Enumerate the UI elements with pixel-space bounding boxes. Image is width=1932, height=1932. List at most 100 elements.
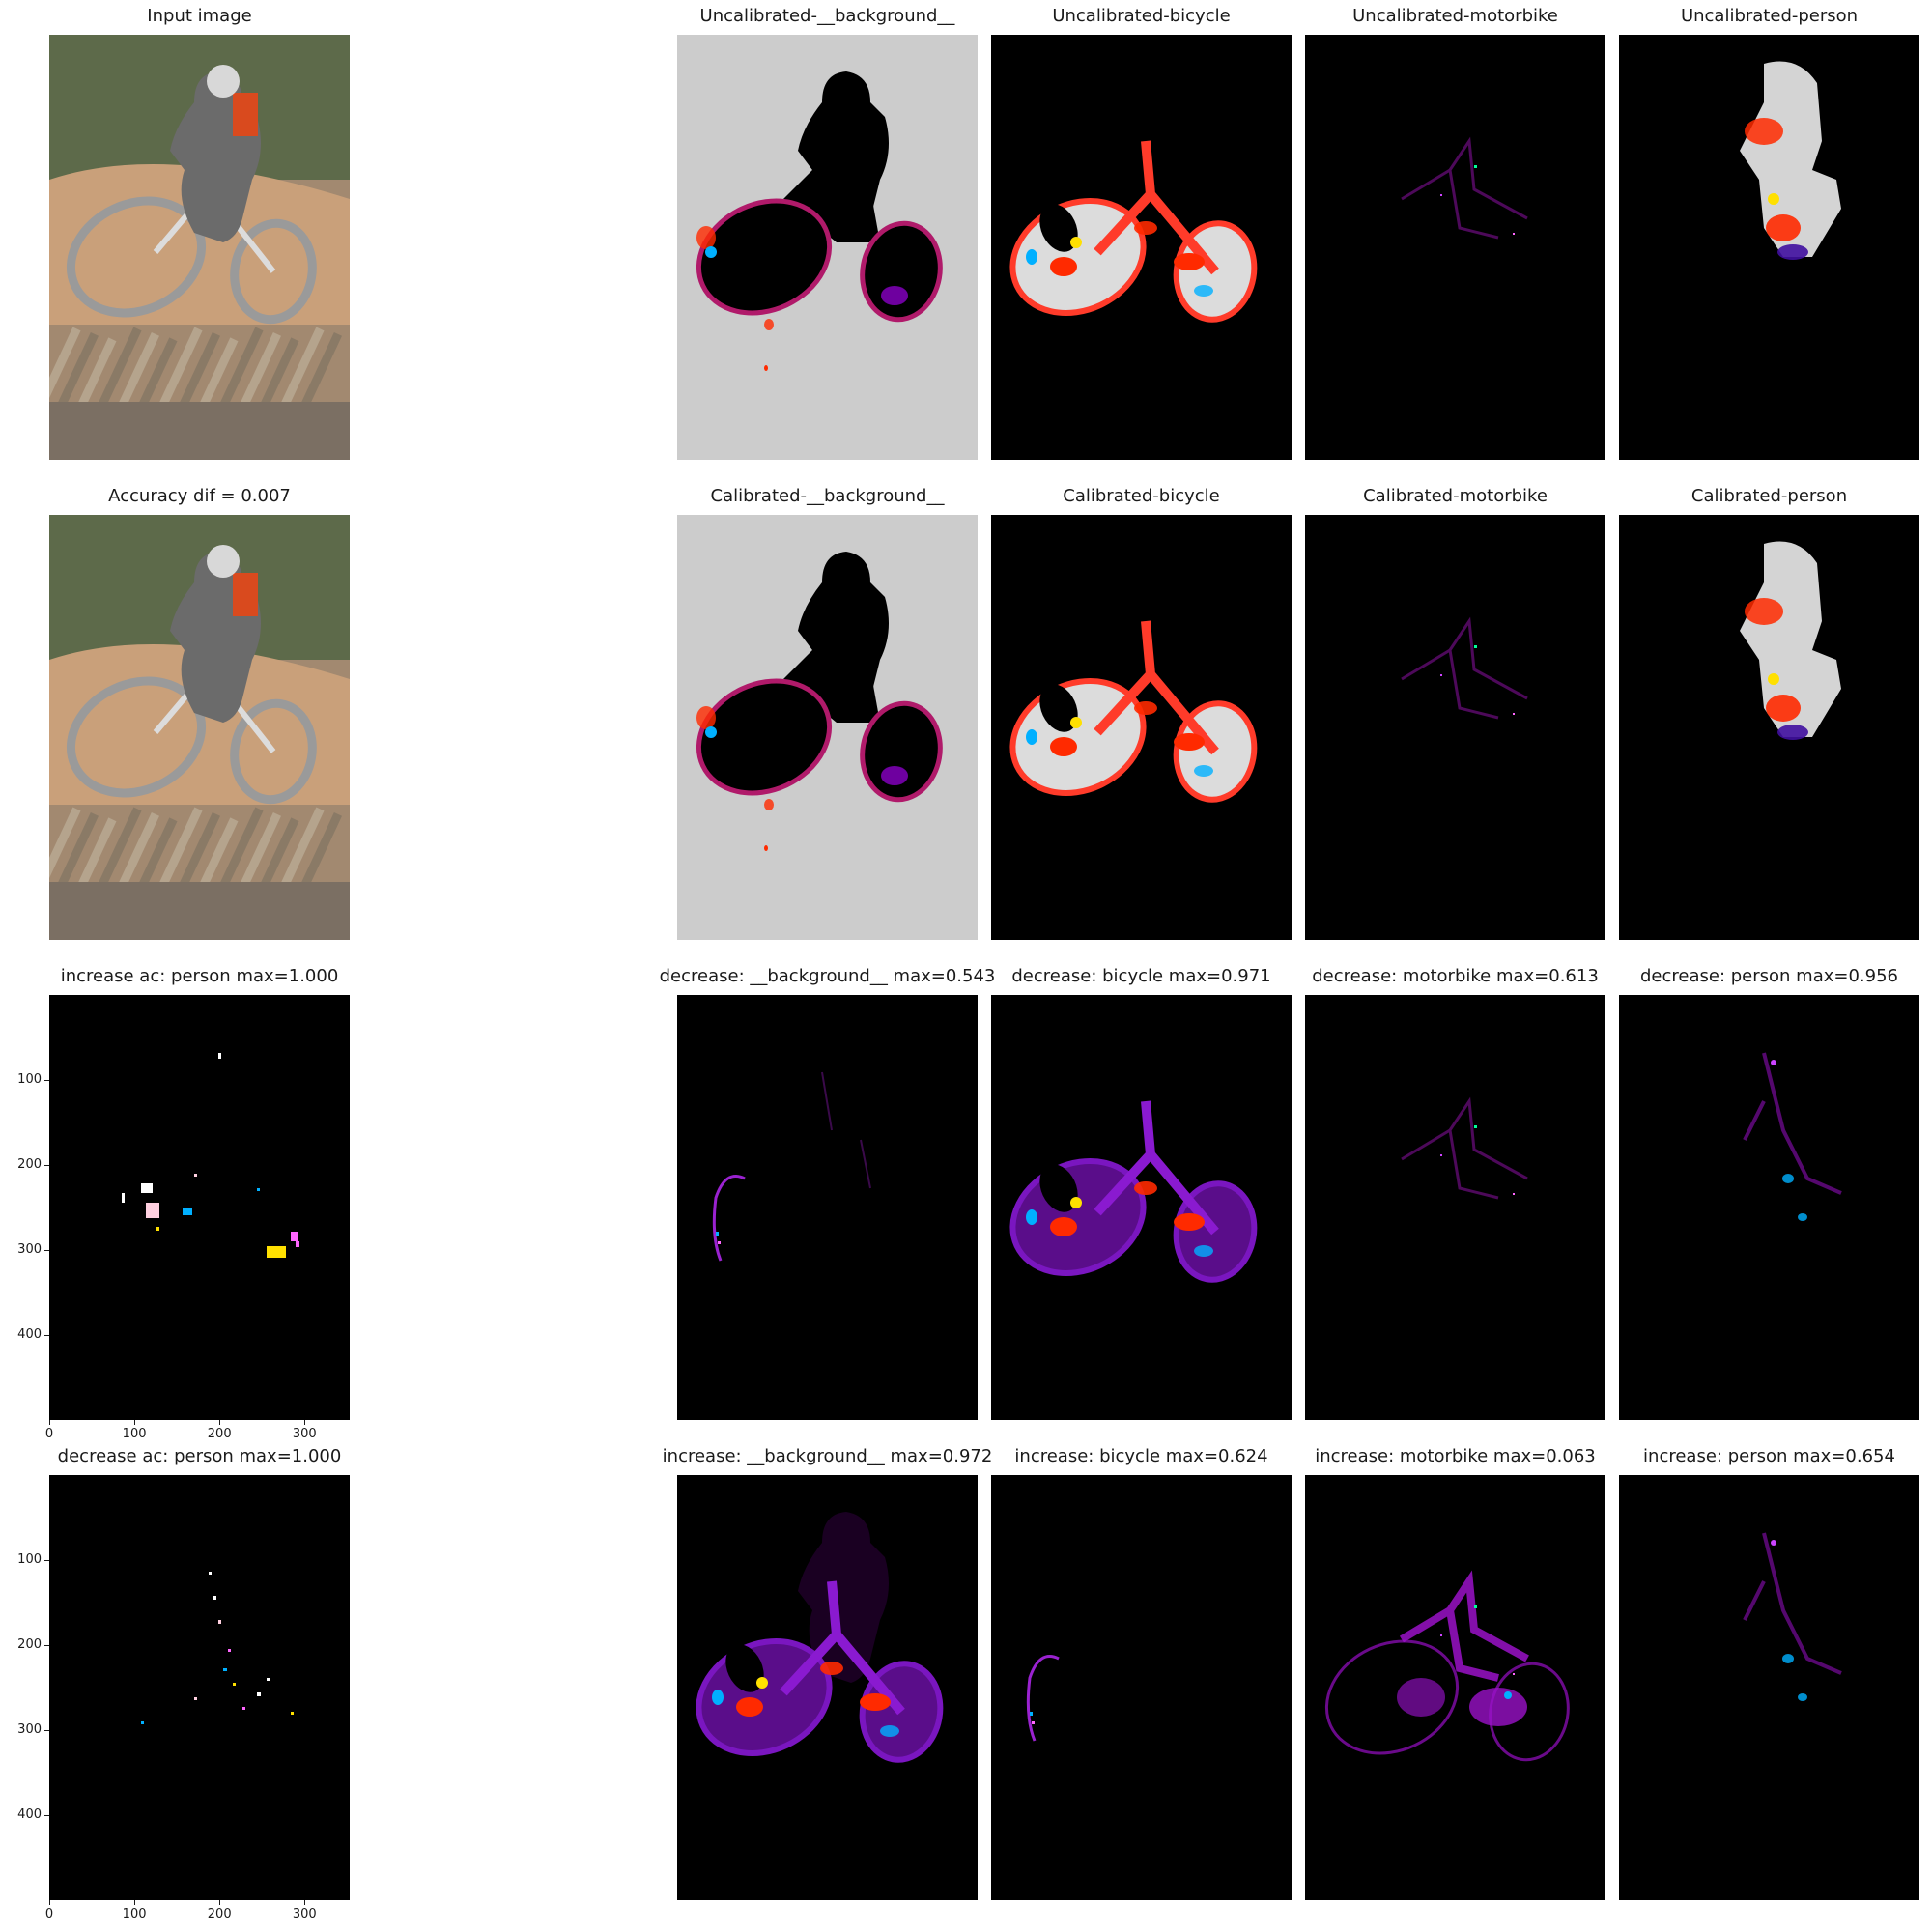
panel-title: increase: person max=0.654 <box>1643 1446 1895 1466</box>
heat-spot <box>1134 1181 1157 1195</box>
panel-title: Calibrated-bicycle <box>1063 486 1220 506</box>
panel-image <box>991 995 1292 1420</box>
panel-svg <box>991 35 1292 460</box>
pixel-dot <box>233 1683 236 1686</box>
rider-helmet <box>207 65 240 98</box>
heat-spot <box>1768 673 1779 685</box>
heat-spot <box>1050 257 1077 276</box>
panel-image <box>991 1475 1292 1900</box>
photo-plank <box>297 811 343 895</box>
heat-spot <box>820 1662 843 1675</box>
y-tick-label: 100 <box>17 1552 42 1567</box>
panel-svg <box>1305 995 1605 1420</box>
panel-image <box>1305 35 1605 460</box>
heat-spot <box>881 286 908 305</box>
photo-plank <box>53 331 99 415</box>
heat-spot <box>1026 1209 1037 1225</box>
panel-title: Calibrated-motorbike <box>1363 486 1548 506</box>
map-fill <box>1305 515 1605 940</box>
heatmap-panel: increase: bicycle max=0.624 <box>991 1446 1292 1900</box>
heat-spot <box>1050 1217 1077 1236</box>
panel-title: Uncalibrated-motorbike <box>1352 6 1558 26</box>
panel-svg <box>677 35 978 460</box>
photo-plank <box>71 337 117 420</box>
wheel-hole <box>1039 204 1078 252</box>
pixel-dot <box>1440 1634 1442 1636</box>
pixel-dot <box>183 1208 192 1215</box>
pixel-dot <box>1474 645 1477 648</box>
photo-plank <box>132 817 178 900</box>
person-mask <box>1740 541 1841 737</box>
heat-spot <box>1174 1213 1205 1231</box>
panel-title: Uncalibrated-__background__ <box>699 6 955 26</box>
x-tick-label: 0 <box>44 1907 54 1921</box>
pixel-dot <box>1440 674 1442 676</box>
pixel-dot <box>1474 165 1477 168</box>
front-wheel-blob <box>1324 1639 1460 1755</box>
heat-spot <box>1174 733 1205 751</box>
pixel-dot <box>218 1053 221 1059</box>
heat-spot <box>736 1697 763 1717</box>
x-tick-label: 200 <box>207 1907 232 1921</box>
pixel-dot <box>716 1232 719 1236</box>
photo-plank <box>254 337 299 420</box>
photo-plank <box>175 331 221 415</box>
heatmap-panel: Calibrated-bicycle <box>991 486 1292 940</box>
photo-plank <box>53 811 99 895</box>
person-trace <box>1743 1052 1842 1195</box>
panel-image <box>677 35 978 460</box>
heatmap-panel: Accuracy dif = 0.007 <box>49 486 350 940</box>
pixel-dot <box>257 1188 260 1191</box>
pixel-dot <box>1440 194 1442 196</box>
pixel-dot <box>291 1712 294 1715</box>
pixel-dot <box>1513 1193 1515 1195</box>
panel-title: decrease: __background__ max=0.543 <box>659 966 996 986</box>
photo-plank <box>114 331 160 415</box>
heatmap-panel: Uncalibrated-person <box>1619 6 1919 460</box>
heat-spot <box>712 1690 724 1705</box>
x-tick-mark <box>218 1420 220 1425</box>
photo-plank <box>297 331 343 415</box>
heat-spot <box>881 766 908 785</box>
heat-spot <box>756 1677 768 1689</box>
heat-spot <box>764 319 774 330</box>
panel-title: Input image <box>147 6 252 26</box>
heat-spot <box>705 246 717 258</box>
panel-image <box>1619 995 1919 1420</box>
heatmap-panel: Uncalibrated-motorbike <box>1305 6 1605 460</box>
heat-spot <box>1070 717 1082 728</box>
photo-plank <box>218 327 264 410</box>
panel-title: Uncalibrated-person <box>1680 6 1859 26</box>
y-tick-mark <box>44 1729 49 1731</box>
panel-svg <box>1305 515 1605 940</box>
y-tick-mark <box>44 1559 49 1561</box>
pixel-dot <box>1474 1605 1477 1608</box>
pixel-dot <box>1032 1721 1035 1724</box>
photo-plank <box>97 327 142 410</box>
panel-title: Calibrated-__background__ <box>710 486 945 506</box>
panel-image <box>1305 995 1605 1420</box>
x-tick-label: 0 <box>44 1427 54 1441</box>
pixel-dot <box>228 1649 231 1652</box>
wheel-hole <box>1039 684 1078 732</box>
y-tick-label: 300 <box>17 1242 42 1257</box>
panel-title: Accuracy dif = 0.007 <box>108 486 291 506</box>
panel-svg <box>49 995 350 1420</box>
heatmap-panel: decrease: motorbike max=0.613 <box>1305 966 1605 1420</box>
heatmap-panel: Uncalibrated-bicycle <box>991 6 1292 460</box>
panel-title: decrease: bicycle max=0.971 <box>1011 966 1271 986</box>
heat-spot <box>1174 253 1205 270</box>
pixel-dot <box>213 1596 216 1600</box>
panel-image <box>991 515 1292 940</box>
map-fill <box>1305 1475 1605 1900</box>
panel-svg <box>677 515 978 940</box>
heatmap-panel: Calibrated-person <box>1619 486 1919 940</box>
heat-spot <box>1777 724 1808 740</box>
panel-image <box>49 35 350 460</box>
panel-svg <box>677 995 978 1420</box>
panel-title: Calibrated-person <box>1690 486 1848 506</box>
photo-plank <box>193 817 239 900</box>
map-fill <box>677 995 978 1420</box>
photo-plank <box>279 807 325 890</box>
x-tick-label: 200 <box>207 1427 232 1441</box>
